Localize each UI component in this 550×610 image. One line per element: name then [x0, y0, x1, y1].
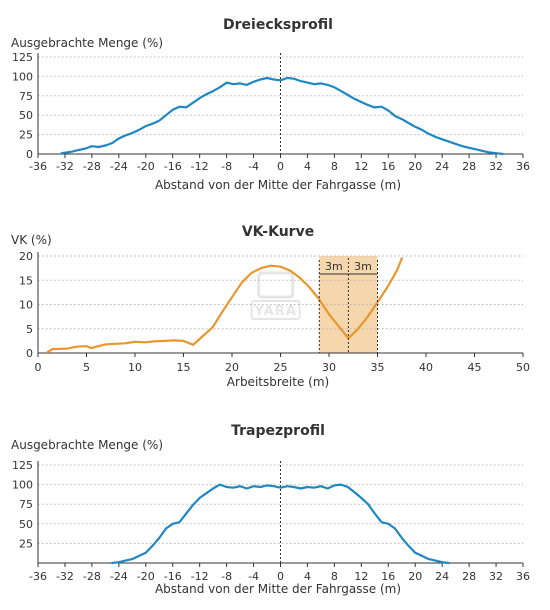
- x-tick-label: -36: [29, 570, 47, 583]
- x-tick-label: 10: [128, 361, 142, 374]
- x-tick-label: 25: [274, 361, 288, 374]
- x-tick-label: 4: [304, 160, 311, 173]
- x-tick-label: 24: [435, 160, 449, 173]
- annotation-label: 3m: [325, 260, 343, 273]
- x-tick-label: 0: [277, 160, 284, 173]
- y-axis-label: Ausgebrachte Menge (%): [11, 36, 163, 50]
- x-tick-label: 8: [331, 160, 338, 173]
- chart-title: Dreiecksprofil: [223, 17, 333, 33]
- x-tick-label: 28: [462, 160, 476, 173]
- y-tick-label: 10: [19, 299, 33, 312]
- chart-trapezprofil: Trapezprofil Ausgebrachte Menge (%) Abstan…: [11, 423, 530, 596]
- x-tick-label: -4: [248, 570, 259, 583]
- y-tick-label: 50: [19, 109, 33, 122]
- x-tick-label: 0: [277, 570, 284, 583]
- series-line: [60, 76, 504, 156]
- y-tick-label: 75: [19, 90, 33, 103]
- x-tick-label: -28: [83, 570, 101, 583]
- x-tick-label: 45: [468, 361, 482, 374]
- x-axis-label: Abstand von der Mitte der Fahrgasse (m): [155, 178, 401, 192]
- x-tick-label: 20: [408, 570, 422, 583]
- y-tick-label: 25: [19, 129, 33, 142]
- x-tick-label: -20: [137, 160, 155, 173]
- x-tick-label: -20: [137, 570, 155, 583]
- series-line: [46, 257, 403, 354]
- x-tick-label: 36: [516, 160, 530, 173]
- y-tick-label: 20: [19, 250, 33, 263]
- y-tick-label: 100: [12, 479, 33, 492]
- x-tick-label: 0: [35, 361, 42, 374]
- x-tick-label: -24: [110, 570, 128, 583]
- x-tick-label: -16: [164, 160, 182, 173]
- x-tick-label: 36: [516, 570, 530, 583]
- x-tick-label: 50: [516, 361, 530, 374]
- x-tick-label: -36: [29, 160, 47, 173]
- y-axis-label: VK (%): [11, 233, 52, 247]
- chart-vk-kurve: VK-Kurve VK (%) Arbeitsbreite (m) YARA 0 5 10 1…: [11, 224, 530, 389]
- x-tick-label: 24: [435, 570, 449, 583]
- y-tick-label: 25: [19, 537, 33, 550]
- x-tick-label: 4: [304, 570, 311, 583]
- x-tick-label: 32: [489, 570, 503, 583]
- y-tick-label: 15: [19, 274, 33, 287]
- x-tick-label: 15: [177, 361, 191, 374]
- x-tick-label: 16: [381, 160, 395, 173]
- x-tick-label: 16: [381, 570, 395, 583]
- yara-logo-frame: [250, 300, 301, 320]
- x-tick-label: -4: [248, 160, 259, 173]
- x-tick-label: -12: [191, 160, 209, 173]
- x-tick-label: 32: [489, 160, 503, 173]
- yara-logo-text: YARA: [253, 304, 296, 319]
- y-tick-label: 0: [26, 347, 33, 360]
- y-tick-label: 50: [19, 518, 33, 531]
- x-axis-label: Arbeitsbreite (m): [227, 375, 329, 389]
- x-tick-label: -24: [110, 160, 128, 173]
- x-tick-label: 30: [322, 361, 336, 374]
- y-tick-label: 75: [19, 498, 33, 511]
- x-tick-label: 35: [371, 361, 385, 374]
- chart-title: Trapezprofil: [231, 423, 325, 439]
- x-tick-label: 20: [408, 160, 422, 173]
- chart-dreiecksprofil: Dreiecksprofil Ausgebrachte Menge (%) Abst…: [11, 17, 530, 192]
- y-tick-label: 125: [12, 51, 33, 64]
- x-axis-label: Abstand von der Mitte der Fahrgasse (m): [155, 582, 401, 596]
- x-tick-label: 20: [225, 361, 239, 374]
- chart-title: VK-Kurve: [242, 224, 314, 240]
- x-tick-label: -28: [83, 160, 101, 173]
- x-tick-label: -8: [221, 570, 232, 583]
- x-tick-label: 28: [462, 570, 476, 583]
- annotation-label: 3m: [354, 260, 372, 273]
- x-tick-label: -8: [221, 160, 232, 173]
- x-tick-label: -32: [56, 570, 74, 583]
- x-tick-label: 40: [419, 361, 433, 374]
- x-tick-label: -32: [56, 160, 74, 173]
- y-axis-label: Ausgebrachte Menge (%): [11, 438, 163, 452]
- y-tick-label: 5: [26, 323, 33, 336]
- x-tick-label: 5: [83, 361, 90, 374]
- y-tick-label: 0: [26, 148, 33, 161]
- x-tick-label: 12: [354, 160, 368, 173]
- yara-logo-ship: [257, 271, 295, 299]
- x-tick-label: 8: [331, 570, 338, 583]
- x-tick-label: -12: [191, 570, 209, 583]
- yara-logo: YARA: [250, 271, 301, 320]
- series-line: [110, 483, 450, 565]
- x-tick-label: -16: [164, 570, 182, 583]
- x-tick-label: 12: [354, 570, 368, 583]
- y-tick-label: 125: [12, 459, 33, 472]
- y-tick-label: 100: [12, 70, 33, 83]
